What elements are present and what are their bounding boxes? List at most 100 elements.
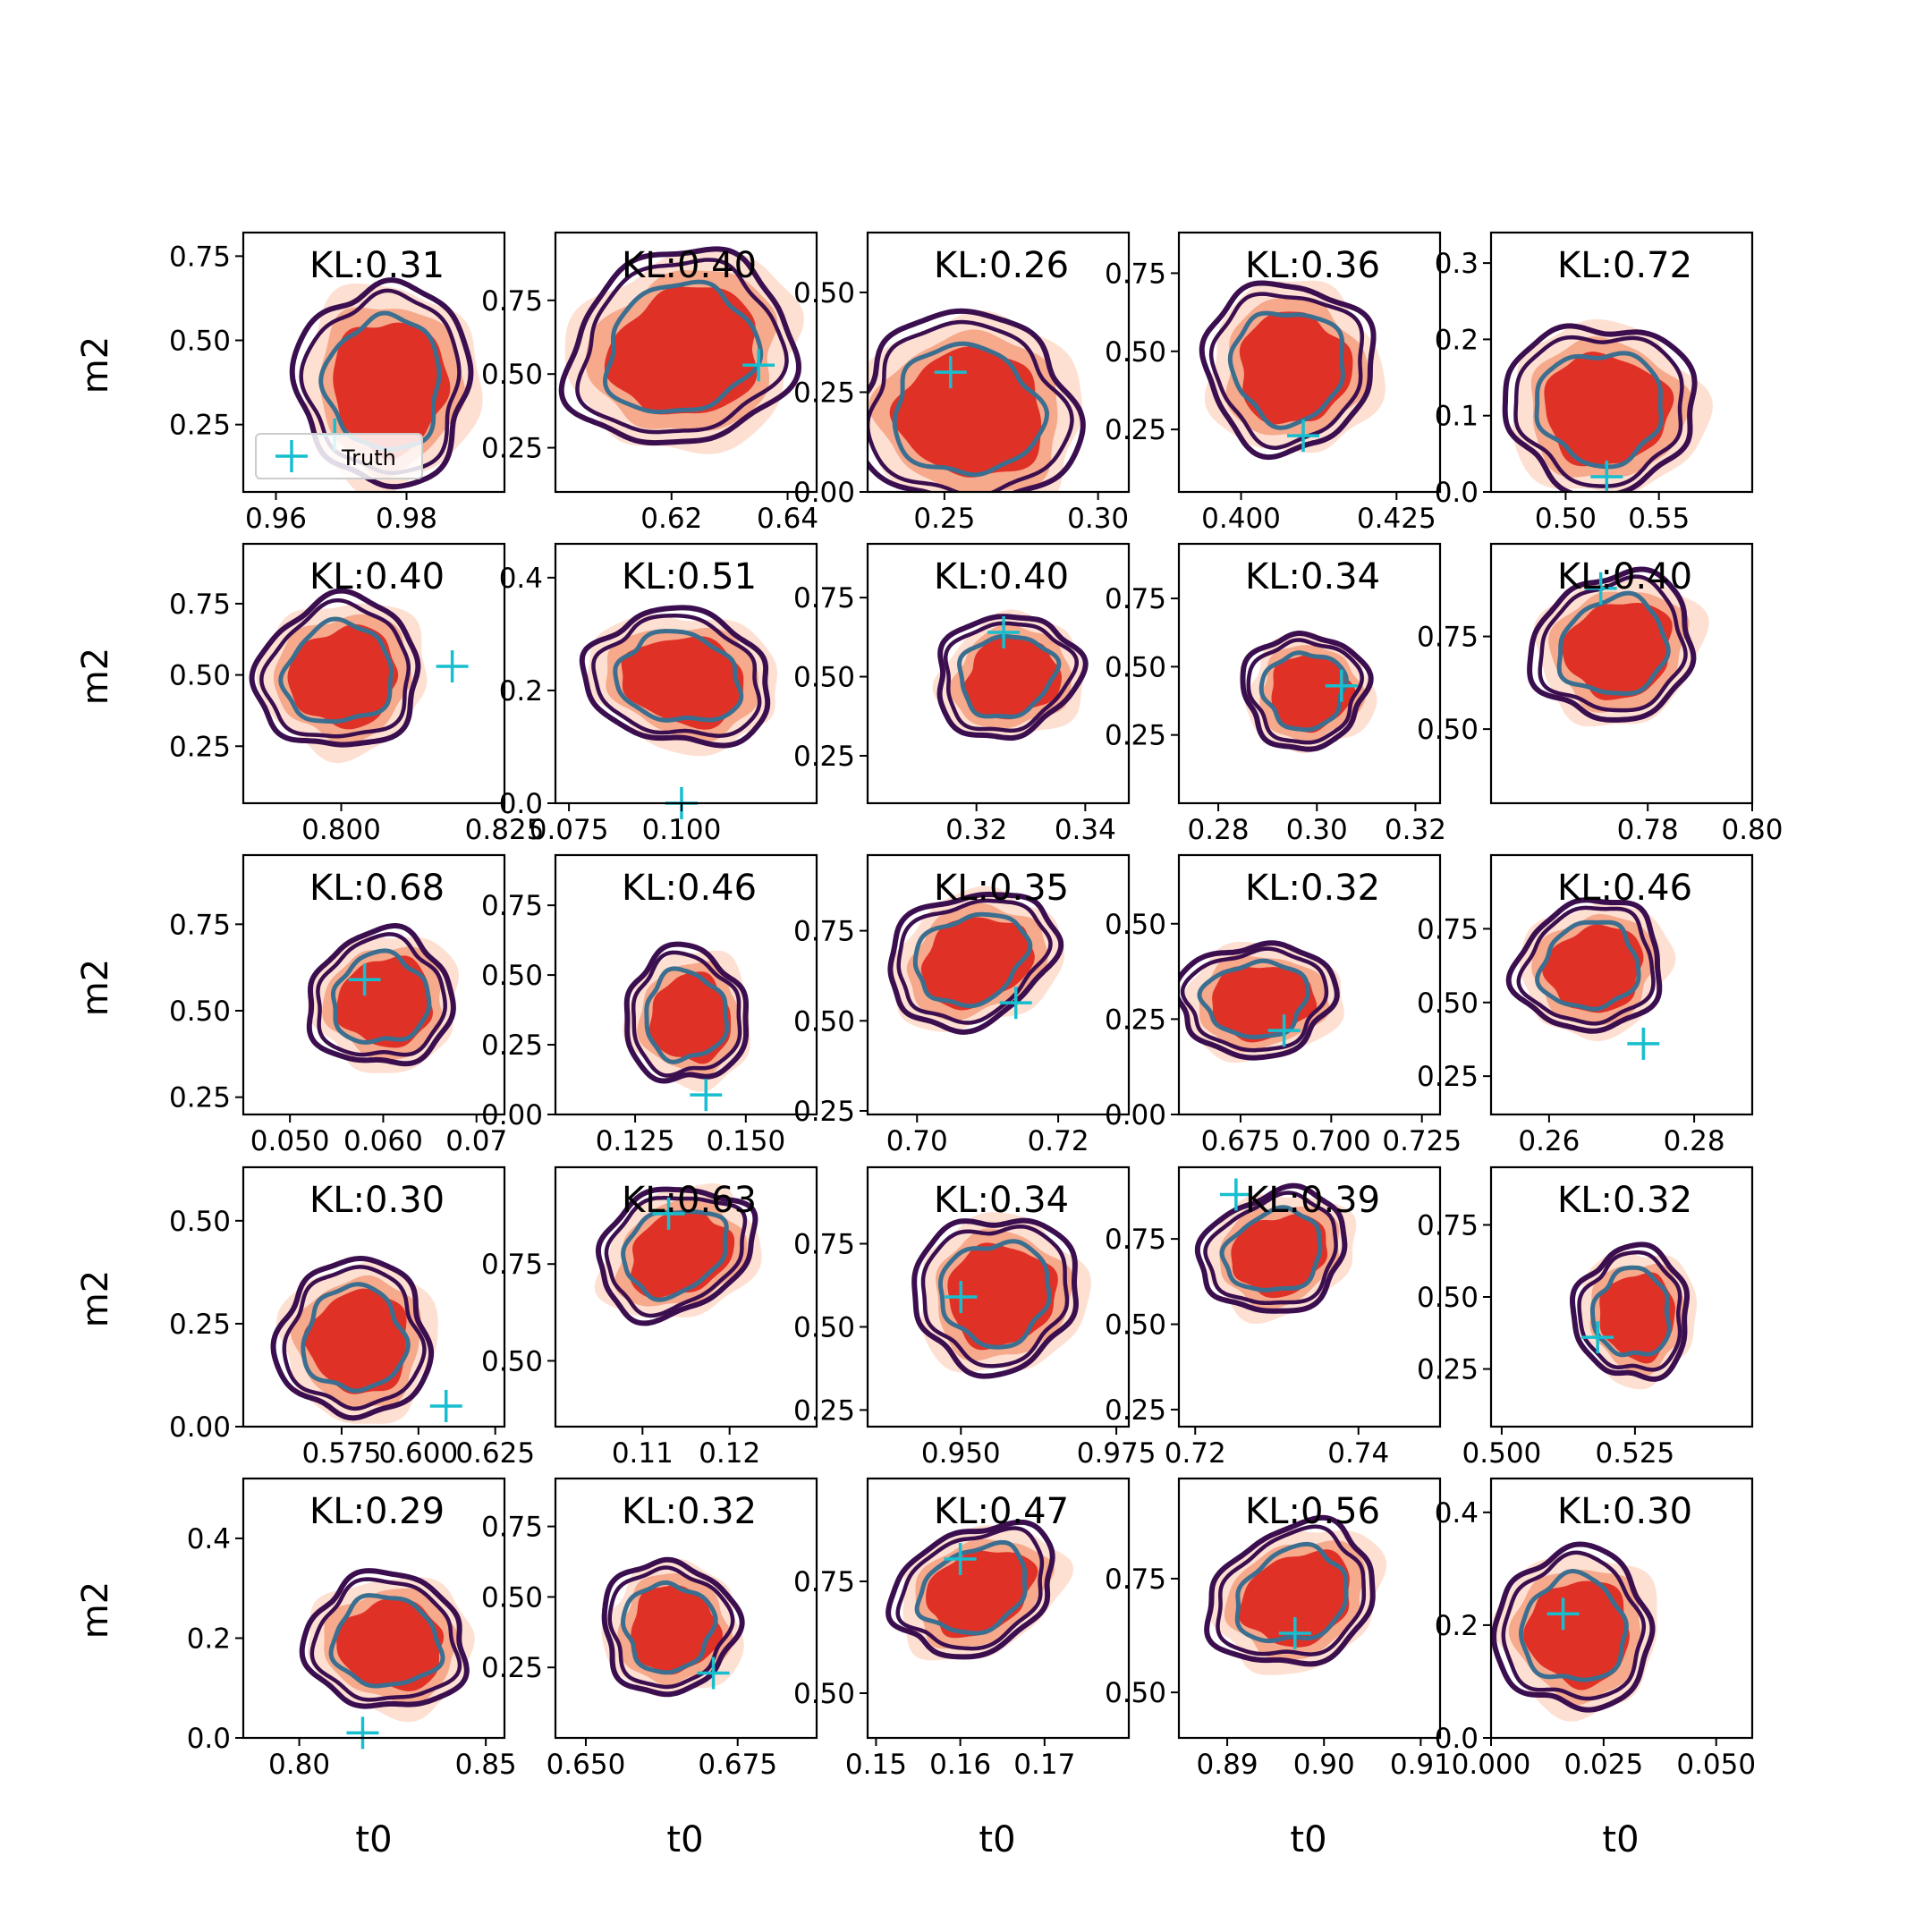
y-tick-label: 0.75	[1105, 583, 1166, 615]
contour-line-middle	[1246, 638, 1364, 745]
y-tick-label: 0.2	[1435, 1610, 1479, 1642]
truth-marker	[1590, 460, 1623, 493]
x-tick-label: 0.16	[929, 1749, 991, 1781]
contour-line-middle	[604, 1195, 748, 1318]
contour-line-inner	[1518, 1569, 1629, 1682]
subplot-15: 0.26 0.28 0.25 0.50 0.75 KL:0.46	[1417, 853, 1754, 1157]
x-tick-label: 0.425	[1357, 503, 1436, 535]
density-fill-inner	[1599, 1272, 1675, 1364]
y-tick-label: 0.25	[1105, 414, 1166, 446]
kl-annotation: KL:0.34	[934, 1180, 1069, 1221]
contour-line-outer	[601, 1556, 745, 1698]
subplot-6: 0.800 0.825 0.25 0.50 0.75 KL:0.40	[169, 542, 545, 846]
truth-marker	[697, 1657, 730, 1690]
contour-line-inner	[278, 616, 394, 724]
plot-area	[558, 246, 804, 454]
kl-annotation: KL:0.40	[934, 556, 1069, 597]
y-tick-label: 0.2	[187, 1623, 231, 1655]
subplot-13: 0.70 0.72 0.25 0.50 0.75 KL:0.35	[793, 853, 1131, 1157]
x-axis-label-col-3: t0	[979, 1819, 1015, 1860]
density-fill-inner	[1523, 1580, 1630, 1690]
contour-line-middle	[1216, 1524, 1367, 1657]
x-tick-label: 0.30	[1286, 814, 1348, 846]
density-fill-inner	[621, 636, 744, 730]
x-tick-label: 0.825	[465, 814, 545, 846]
y-tick-label: 0.25	[1417, 1354, 1479, 1386]
y-tick-label: 0.50	[169, 996, 231, 1028]
x-tick-label: 0.700	[1292, 1125, 1371, 1157]
y-tick-label: 0.75	[793, 582, 855, 614]
x-tick-label: 0.85	[455, 1749, 517, 1781]
y-tick-label: 0.50	[1417, 714, 1479, 746]
truth-marker	[945, 1281, 978, 1313]
truth-marker	[1278, 1616, 1311, 1649]
contour-line-inner	[914, 1539, 1028, 1636]
x-axis-label-col-4: t0	[1290, 1819, 1326, 1860]
contour-line-outer	[887, 891, 1064, 1035]
plot-area	[1570, 1241, 1698, 1390]
contour-line-outer	[886, 1519, 1055, 1660]
kl-annotation: KL:0.32	[1245, 868, 1380, 909]
x-tick-label: 0.12	[699, 1437, 760, 1470]
kl-annotation: KL:0.29	[309, 1491, 445, 1532]
contour-line-middle	[1208, 292, 1365, 450]
kl-annotation: KL:0.46	[622, 868, 757, 909]
x-tick-label: 0.64	[757, 503, 818, 535]
axes-frame	[866, 853, 1131, 1116]
contour-line-middle	[282, 1265, 427, 1411]
y-tick-label: 0.25	[793, 377, 855, 409]
x-tick-label: 0.575	[302, 1437, 382, 1470]
y-tick-label: 0.25	[1105, 1394, 1166, 1427]
density-fill-inner	[1542, 924, 1644, 1013]
plot-area	[868, 308, 1086, 492]
density-fill-inner	[1239, 311, 1353, 425]
subplot-2: 0.62 0.64 0.25 0.50 0.75 KL:0.40	[481, 231, 818, 535]
contour-line-middle	[943, 621, 1079, 733]
contour-line-inner	[892, 341, 1049, 478]
y-axis-label-row-1: m2	[75, 336, 116, 394]
y-tick-label: 0.50	[793, 662, 855, 694]
axes-frame	[866, 231, 1131, 494]
y-tick-label: 0.50	[481, 1581, 543, 1614]
x-tick-label: 0.70	[886, 1125, 948, 1157]
x-tick-label: 0.15	[845, 1749, 907, 1781]
contour-line-inner	[937, 1239, 1052, 1350]
contour-line-middle	[309, 1577, 462, 1702]
contour-line-outer	[623, 941, 750, 1084]
plot-area	[594, 1183, 762, 1326]
plot-area	[932, 609, 1089, 741]
y-tick-label: 0.75	[1105, 258, 1166, 290]
x-tick-label: 0.060	[343, 1125, 423, 1157]
plot-area	[1240, 630, 1377, 754]
axes-frame	[242, 231, 506, 494]
kl-annotation: KL:0.34	[1245, 556, 1380, 597]
contour-line-middle	[631, 950, 742, 1078]
contour-line-outer	[558, 246, 801, 446]
plot-area	[299, 1568, 475, 1723]
axes-frame	[554, 853, 818, 1116]
y-tick-label: 0.50	[481, 960, 543, 992]
axes-frame	[1177, 853, 1442, 1116]
y-tick-label: 0.50	[169, 660, 231, 692]
contour-line-outer	[1491, 1541, 1656, 1713]
truth-marker	[1267, 1014, 1301, 1047]
contour-line-outer	[249, 588, 421, 748]
subplot-10: 0.78 0.80 0.50 0.75 KL:0.40	[1417, 542, 1784, 846]
y-tick-label: 0.75	[481, 285, 543, 318]
y-tick-label: 0.50	[793, 1678, 855, 1710]
contour-line-outer	[299, 1568, 470, 1709]
axes-frame	[866, 1477, 1131, 1740]
density-fill-inner	[1212, 966, 1318, 1043]
subplot-7: 0.075 0.100 0.0 0.2 0.4 KL:0.51	[499, 542, 818, 846]
x-tick-label: 0.025	[1563, 1749, 1643, 1781]
axes-frame	[866, 542, 1131, 805]
plot-area	[579, 605, 778, 757]
kl-annotation: KL:0.46	[1557, 868, 1692, 909]
x-tick-label: 0.28	[1188, 814, 1250, 846]
y-tick-label: 0.3	[1435, 248, 1479, 280]
x-tick-label: 0.32	[945, 814, 1007, 846]
axes-frame	[554, 1165, 818, 1428]
axes-frame	[554, 231, 818, 494]
